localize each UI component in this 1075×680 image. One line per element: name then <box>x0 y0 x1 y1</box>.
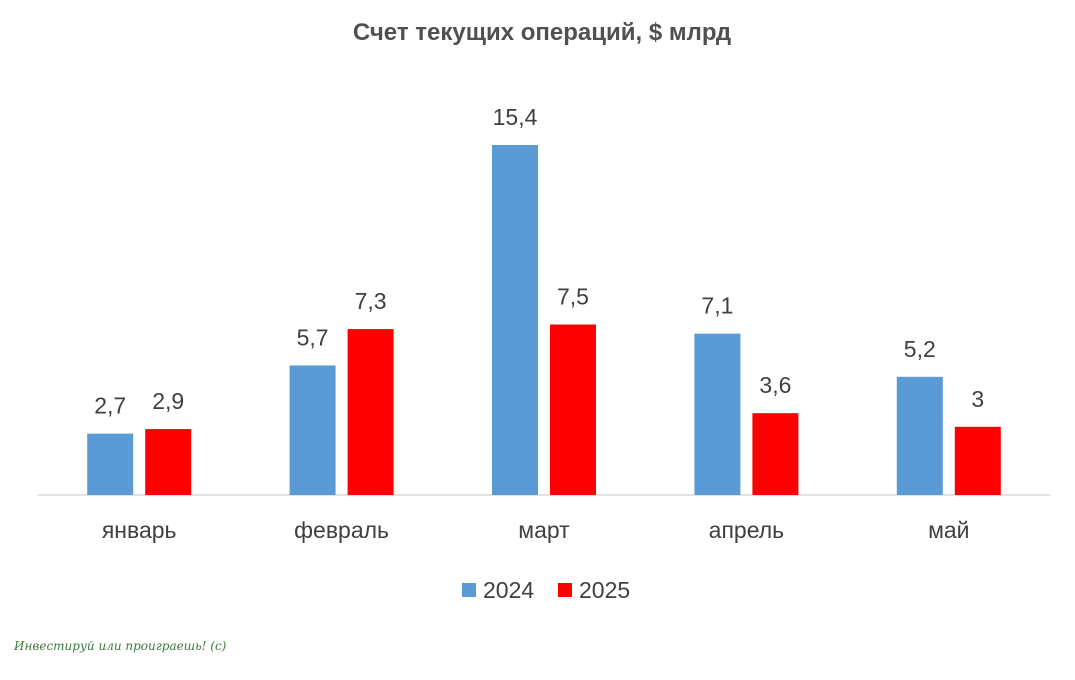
bar-2024-3 <box>492 145 538 495</box>
category-labels-group: январь февраль март апрель май <box>102 517 970 543</box>
data-label-2024-5: 5,2 <box>904 336 936 362</box>
bar-2025-5 <box>954 426 1001 495</box>
bar-2024-5 <box>896 376 943 495</box>
data-label-2024-1: 2,7 <box>94 393 126 419</box>
data-labels-group: 2,7 2,9 5,7 7,3 15,4 7,5 7,1 3,6 5,2 3 <box>94 104 984 419</box>
legend-label-2025[interactable]: 2025 <box>579 577 630 603</box>
legend-swatch-2025 <box>558 583 572 597</box>
data-label-2024-4: 7,1 <box>701 293 733 319</box>
category-label-1: январь <box>102 517 177 543</box>
bar-2025-1 <box>145 429 192 495</box>
legend[interactable]: 2024 2025 <box>462 577 630 603</box>
category-label-4: апрель <box>709 517 784 543</box>
data-label-2025-1: 2,9 <box>152 388 184 414</box>
data-label-2025-4: 3,6 <box>759 372 791 398</box>
legend-swatch-2024 <box>462 583 476 597</box>
bars-group <box>87 145 1001 495</box>
data-label-2024-2: 5,7 <box>297 324 329 350</box>
bar-2025-2 <box>347 329 394 495</box>
bar-2024-1 <box>87 433 134 495</box>
bar-2024-4 <box>694 333 741 495</box>
category-label-3: март <box>518 517 570 543</box>
category-label-2: февраль <box>294 517 389 543</box>
bar-2025-4 <box>752 413 799 495</box>
watermark-text: Инвестируй или проиграешь! (с) <box>13 639 227 653</box>
data-label-2024-3: 15,4 <box>493 104 538 130</box>
data-label-2025-2: 7,3 <box>355 288 387 314</box>
data-label-2025-5: 3 <box>971 386 984 412</box>
bar-2025-3 <box>550 324 596 495</box>
chart-title: Счет текущих операций, $ млрд <box>353 19 731 46</box>
data-label-2025-3: 7,5 <box>557 284 589 310</box>
category-label-5: май <box>928 517 969 543</box>
bar-2024-2 <box>289 365 336 495</box>
legend-label-2024[interactable]: 2024 <box>483 577 534 603</box>
